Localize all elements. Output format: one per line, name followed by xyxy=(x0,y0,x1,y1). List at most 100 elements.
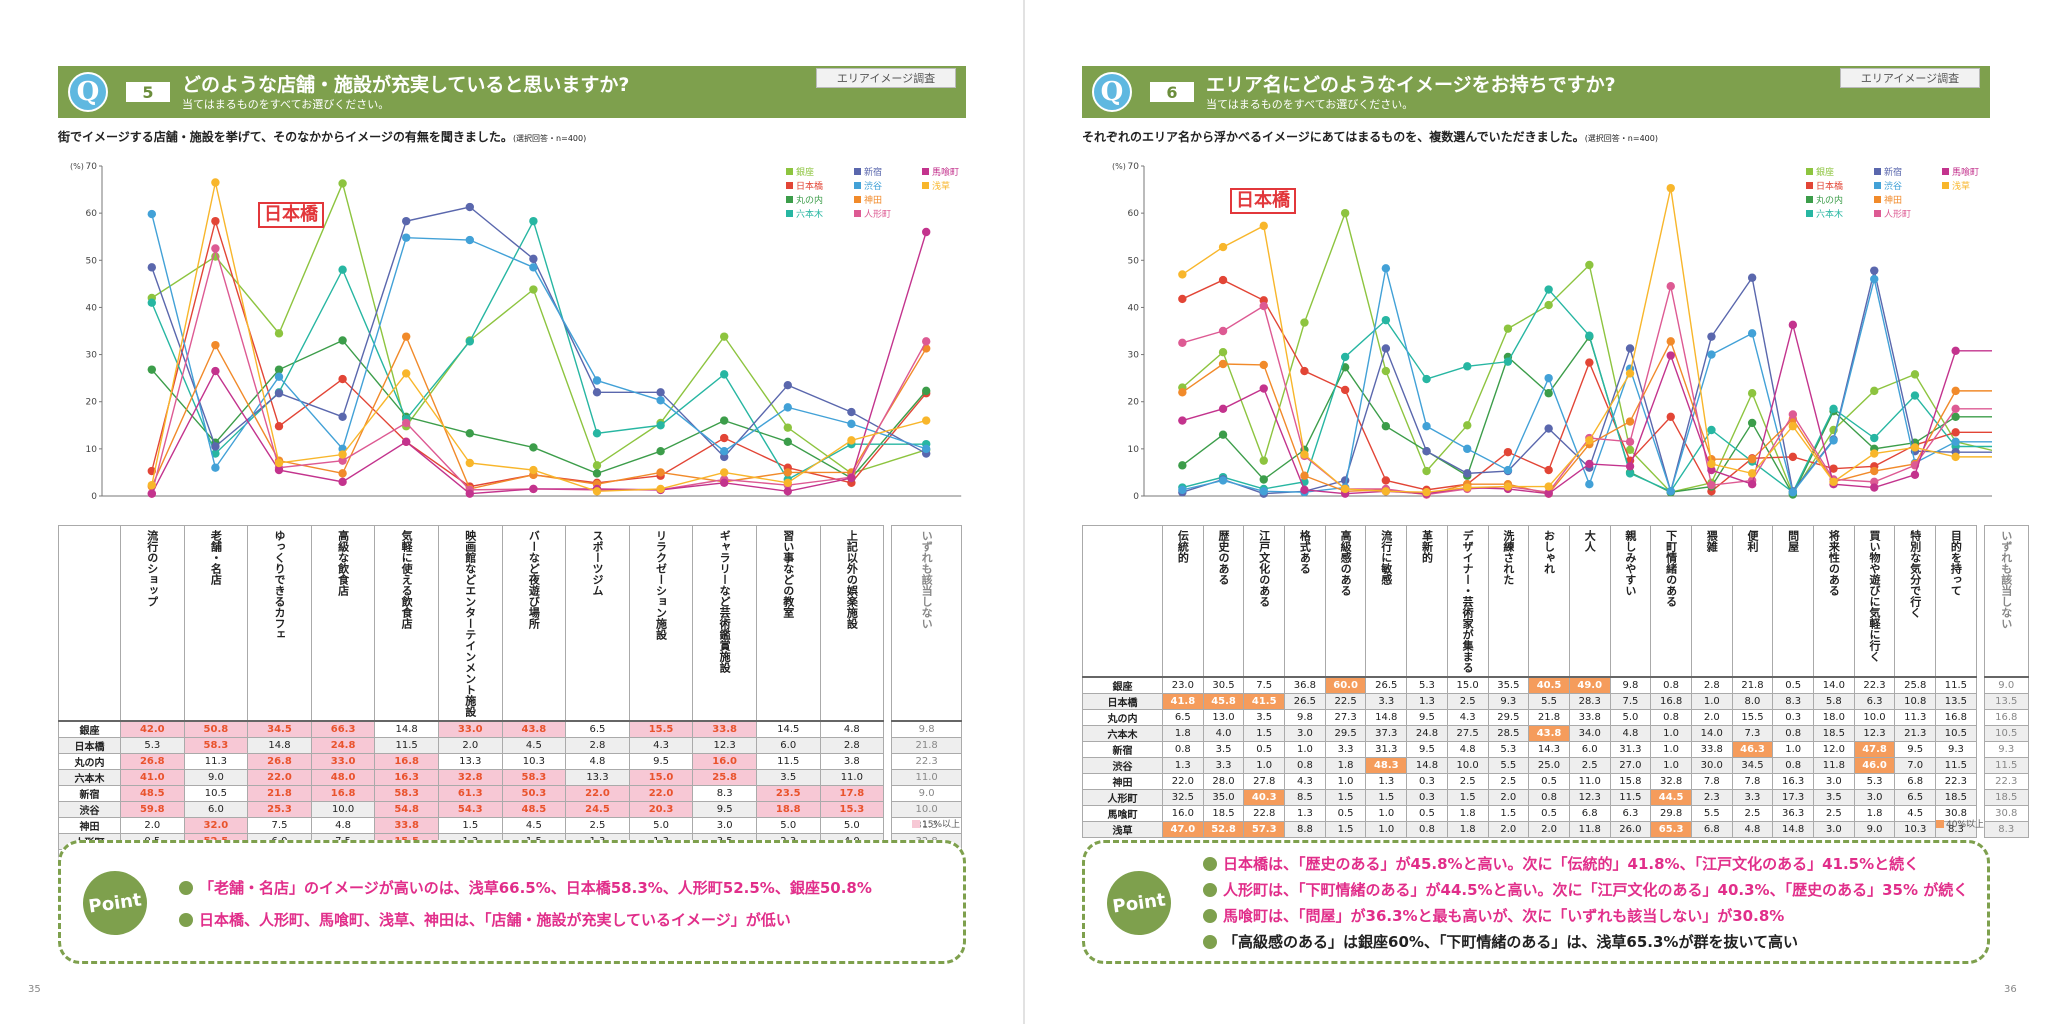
column-header-label: 買い物や遊びに気軽に行く xyxy=(1868,530,1882,662)
column-gap xyxy=(1976,694,1984,710)
table-cell: 36.3 xyxy=(1772,805,1814,822)
data-point xyxy=(211,366,220,376)
data-point xyxy=(1218,326,1228,336)
y-tick-label: 0 xyxy=(91,492,97,502)
table-row: 日本橋 5.3 58.3 14.8 24.8 11.5 2.0 4.5 2.8 4.3 12.3 6.… xyxy=(58,737,963,754)
column-gap xyxy=(1976,742,1984,758)
legend-label: 人形町 xyxy=(864,210,892,220)
column-header: 下町情緒のある xyxy=(1650,525,1692,678)
table-cell: 15.0 xyxy=(628,769,694,786)
legend-item: 新宿 xyxy=(854,165,882,178)
table-cell: 7.5 xyxy=(1243,676,1286,694)
table-cell: 1.3 xyxy=(1162,757,1204,774)
data-point xyxy=(1870,433,1879,443)
table-cell: 3.8 xyxy=(819,753,885,770)
table-cell: 11.5 xyxy=(374,737,439,754)
table-cell: 8.8 xyxy=(1284,821,1326,838)
table-cell: 0.5 xyxy=(1528,773,1570,790)
data-point xyxy=(211,216,220,226)
table-cell: 2.0 xyxy=(1690,709,1733,726)
highlight-note-text: 15%以上 xyxy=(922,820,961,830)
table-cell: 47.0 xyxy=(1162,821,1204,838)
table-cell: 4.8 xyxy=(565,753,630,770)
table-cell: 11.5 xyxy=(1935,757,1977,774)
table-cell: 4.8 xyxy=(819,720,885,738)
chart-legend: 銀座 新宿 馬喰町 日本橋 渋谷 浅草 丸の内 神田 六本木 人形町 xyxy=(786,165,1006,225)
table-cell: 28.0 xyxy=(1202,773,1245,790)
table-cell: 10.0 xyxy=(1446,757,1489,774)
column-header-label: おしゃれ xyxy=(1542,530,1556,574)
table-cell: 21.3 xyxy=(1894,725,1937,742)
table-cell: 50.8 xyxy=(183,720,249,738)
table-cell-none: 16.8 xyxy=(1983,709,2029,726)
legend-item: 人形町 xyxy=(1874,207,1911,220)
data-point xyxy=(1910,470,1920,479)
table-cell: 9.5 xyxy=(628,753,694,770)
legend-item: 日本橋 xyxy=(1806,179,1843,192)
table-cell: 16.0 xyxy=(1162,805,1204,822)
legend-label: 人形町 xyxy=(1884,210,1912,220)
column-header: 伝統的 xyxy=(1162,525,1204,678)
column-gap xyxy=(1976,790,1984,806)
table-cell: 5.3 xyxy=(120,737,185,754)
data-point xyxy=(1259,475,1268,484)
point-box: Point 「老舗・名店」のイメージが高いのは、浅草66.5%、日本橋58.3%… xyxy=(58,840,966,964)
data-point xyxy=(1422,422,1431,431)
table-cell: 14.8 xyxy=(1772,821,1814,838)
table-cell: 18.5 xyxy=(1935,789,1977,806)
data-point xyxy=(1666,282,1675,291)
column-header-none: いずれも該当しない xyxy=(891,525,963,722)
table-cell: 66.3 xyxy=(310,720,376,738)
table-cell: 2.5 xyxy=(1446,773,1489,790)
table-cell: 14.5 xyxy=(755,720,821,738)
data-point xyxy=(211,244,220,253)
table-cell: 8.3 xyxy=(692,785,757,802)
table-cell: 0.8 xyxy=(1772,725,1814,742)
table-cell: 29.8 xyxy=(1650,805,1692,822)
table-cell: 2.5 xyxy=(1731,805,1774,822)
legend-label: 渋谷 xyxy=(864,182,883,192)
table-row: 浅草 47.0 52.8 57.3 8.8 1.5 1.0 0.8 1.8 2.0 2.0 11.8 2… xyxy=(1082,821,2029,838)
data-point xyxy=(1422,374,1431,384)
table-cell: 9.8 xyxy=(1284,709,1326,726)
data-point xyxy=(1544,389,1553,398)
table-row: 神田 22.0 28.0 27.8 4.3 1.0 1.3 0.3 2.5 2.5 0.5 11.0 1… xyxy=(1082,773,2029,790)
point-text: 「高級感のある」は銀座60%、「下町情緒のある」は、浅草65.3%が群を抜いて高… xyxy=(1223,933,1798,951)
chart-container: 0 10 20 30 40 50 60 70 (%) xyxy=(58,156,968,522)
data-point xyxy=(1585,459,1594,469)
table-cell: 54.8 xyxy=(374,801,439,818)
column-header-label: 洗練された xyxy=(1501,530,1515,585)
data-point xyxy=(211,463,220,472)
data-point xyxy=(1747,273,1757,282)
table-cell: 6.5 xyxy=(565,720,630,738)
data-point xyxy=(1381,487,1391,496)
column-header-label: リラクゼーション施設 xyxy=(654,530,668,640)
data-point xyxy=(1829,477,1838,487)
table-cell: 1.5 xyxy=(1365,789,1408,806)
table-cell: 8.3 xyxy=(1935,821,1977,838)
series-line xyxy=(151,245,927,494)
table-cell: 6.5 xyxy=(1894,789,1937,806)
legend-item: 馬喰町 xyxy=(1942,165,1979,178)
data-point xyxy=(592,388,602,397)
column-header-label: スポーツジム xyxy=(590,530,604,596)
column-header-none: いずれも該当しない xyxy=(1983,525,2029,678)
data-point xyxy=(1463,362,1472,371)
data-point xyxy=(1747,469,1757,478)
data-point xyxy=(1178,338,1187,347)
table-cell: 3.0 xyxy=(1813,773,1855,790)
table-cell: 43.8 xyxy=(501,720,567,738)
column-gap xyxy=(884,770,892,786)
table-cell: 32.0 xyxy=(183,817,249,834)
data-table: 流行のショップ 老舗・名店 ゆっくりできるカフェ 高級な飲食店 気軽に使える飲食店 映画館… xyxy=(58,525,963,882)
data-point xyxy=(720,468,729,477)
table-cell: 10.3 xyxy=(1894,821,1937,838)
data-point xyxy=(1829,464,1838,473)
table-cell: 4.5 xyxy=(501,817,567,834)
column-header-label: 気軽に使える飲食店 xyxy=(400,530,414,629)
data-point xyxy=(529,285,538,294)
legend-swatch xyxy=(1874,168,1881,175)
table-cell: 13.5 xyxy=(1935,693,1977,710)
table-cell: 16.8 xyxy=(374,753,439,770)
table-cell: 15.5 xyxy=(628,720,694,738)
